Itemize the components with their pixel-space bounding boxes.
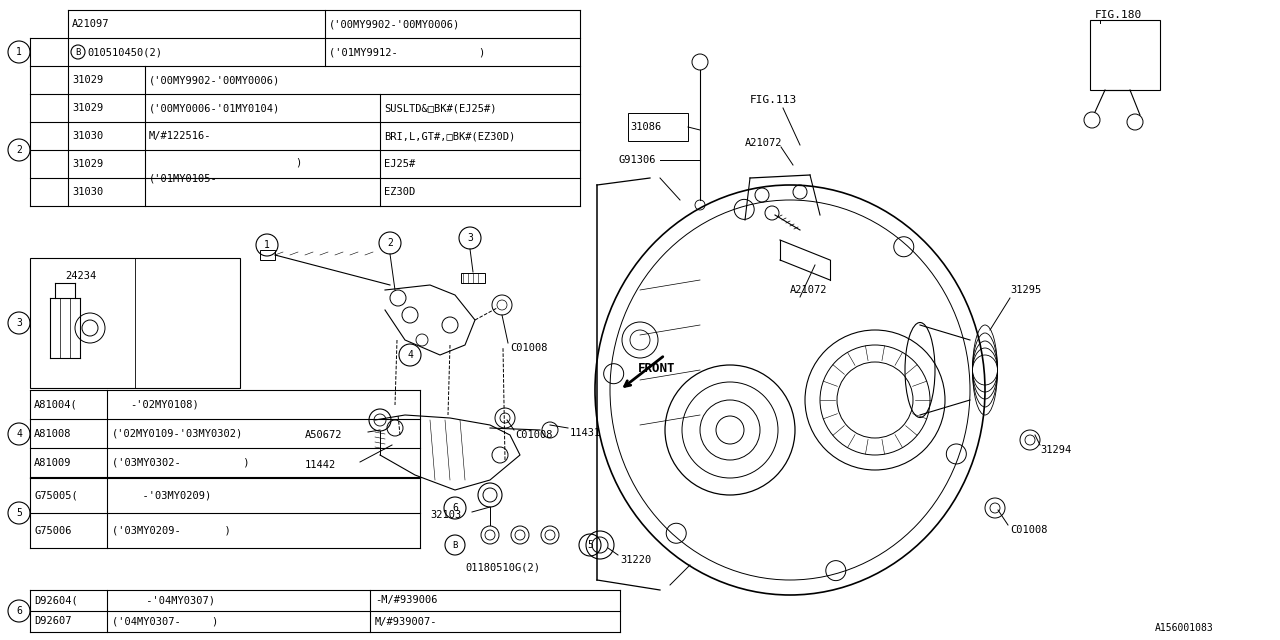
Text: ('01MY9912-             ): ('01MY9912- ) (329, 47, 485, 57)
Text: G91306: G91306 (618, 155, 655, 165)
Text: A50672: A50672 (305, 430, 343, 440)
Text: C01008: C01008 (515, 430, 553, 440)
Text: 11431: 11431 (570, 428, 602, 438)
Text: ('03MY0209-       ): ('03MY0209- ) (113, 525, 230, 536)
Text: 32103: 32103 (430, 510, 461, 520)
Text: EJ25#: EJ25# (384, 159, 415, 169)
Text: 11442: 11442 (305, 460, 337, 470)
Text: BRI,L,GT#,□BK#(EZ30D): BRI,L,GT#,□BK#(EZ30D) (384, 131, 516, 141)
Text: 31029: 31029 (72, 75, 104, 85)
Text: B: B (452, 541, 458, 550)
Text: FIG.180: FIG.180 (1094, 10, 1142, 20)
Text: ): ) (294, 157, 301, 167)
Text: SUSLTD&□BK#(EJ25#): SUSLTD&□BK#(EJ25#) (384, 103, 497, 113)
Text: 5: 5 (17, 508, 22, 518)
Text: M/#939007-: M/#939007- (375, 616, 438, 627)
Text: 3: 3 (17, 318, 22, 328)
Text: 31030: 31030 (72, 187, 104, 197)
Text: 6: 6 (17, 606, 22, 616)
Text: D92604(: D92604( (35, 595, 78, 605)
Text: 6: 6 (452, 503, 458, 513)
Text: 010510450(2): 010510450(2) (87, 47, 163, 57)
Text: M/#122516-: M/#122516- (148, 131, 211, 141)
Text: FRONT: FRONT (637, 362, 676, 374)
Text: A21097: A21097 (72, 19, 110, 29)
Text: 3: 3 (467, 233, 472, 243)
Text: 01180510G(2): 01180510G(2) (465, 563, 540, 573)
Text: 1: 1 (264, 240, 270, 250)
Text: C01008: C01008 (1010, 525, 1047, 535)
Text: 5: 5 (588, 540, 593, 550)
Text: ('02MY0109-'03MY0302): ('02MY0109-'03MY0302) (113, 429, 243, 438)
Text: A81008: A81008 (35, 429, 72, 438)
Text: 31030: 31030 (72, 131, 104, 141)
Text: 24234: 24234 (65, 271, 96, 281)
Bar (260, 250, 275, 260)
Text: -'02MY0108): -'02MY0108) (131, 399, 198, 410)
Text: -M/#939006: -M/#939006 (375, 595, 438, 605)
Text: C01008: C01008 (509, 343, 548, 353)
Text: ('03MY0302-          ): ('03MY0302- ) (113, 458, 250, 467)
Text: 4: 4 (407, 350, 413, 360)
Bar (1091, 20, 1160, 90)
Text: 4: 4 (17, 429, 22, 439)
Text: -'03MY0209): -'03MY0209) (131, 490, 211, 500)
Text: 31029: 31029 (72, 159, 104, 169)
Text: A21072: A21072 (790, 285, 827, 295)
Text: 2: 2 (17, 145, 22, 155)
Text: 31295: 31295 (1010, 285, 1041, 295)
Text: 31029: 31029 (72, 103, 104, 113)
Text: 1: 1 (17, 47, 22, 57)
Text: G75006: G75006 (35, 525, 72, 536)
Text: A21072: A21072 (745, 138, 782, 148)
Text: ('01MY0105-: ('01MY0105- (148, 173, 218, 183)
Text: 31220: 31220 (620, 555, 652, 565)
Text: ('00MY9902-'00MY0006): ('00MY9902-'00MY0006) (329, 19, 461, 29)
Text: A81004(: A81004( (35, 399, 78, 410)
Text: EZ30D: EZ30D (384, 187, 415, 197)
Text: ('00MY9902-'00MY0006): ('00MY9902-'00MY0006) (148, 75, 280, 85)
Text: ('04MY0307-     ): ('04MY0307- ) (113, 616, 219, 627)
Text: B: B (76, 47, 81, 56)
Text: ('00MY0006-'01MY0104): ('00MY0006-'01MY0104) (148, 103, 280, 113)
Text: -'04MY0307): -'04MY0307) (140, 595, 215, 605)
Text: 31294: 31294 (1039, 445, 1071, 455)
Text: A81009: A81009 (35, 458, 72, 467)
Bar (628, 113, 689, 141)
Text: 31086: 31086 (630, 122, 662, 132)
Bar (461, 273, 485, 283)
Text: D92607: D92607 (35, 616, 72, 627)
Text: FIG.113: FIG.113 (750, 95, 797, 105)
Text: 2: 2 (387, 238, 393, 248)
Text: A156001083: A156001083 (1155, 623, 1213, 633)
Bar (29, 258, 241, 388)
Text: G75005(: G75005( (35, 490, 78, 500)
